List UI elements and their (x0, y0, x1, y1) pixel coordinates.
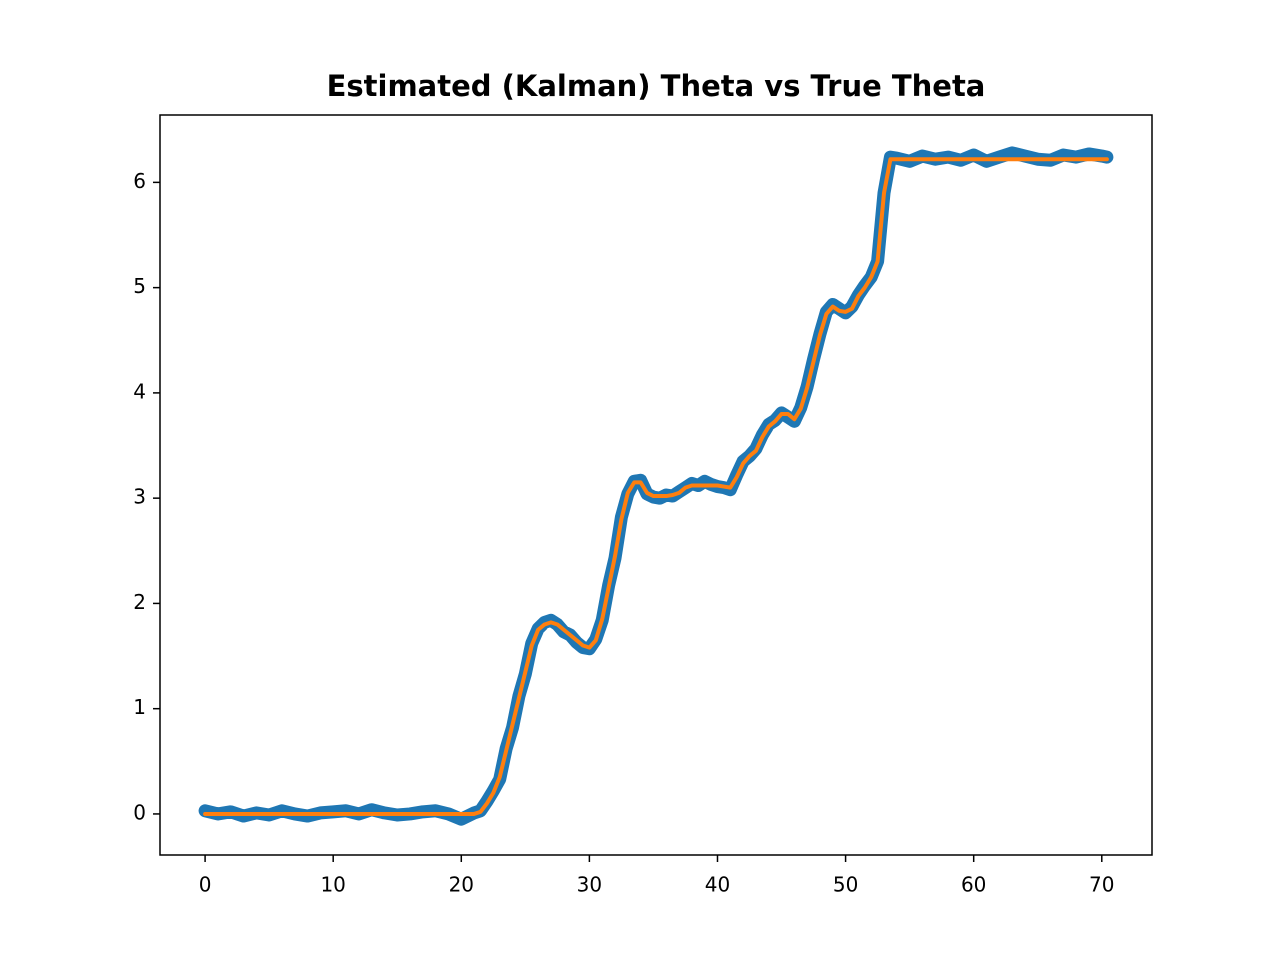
x-tick-label: 60 (961, 873, 986, 897)
line-series (203, 157, 1109, 816)
x-tick-label: 50 (833, 873, 858, 897)
y-tick-label: 4 (133, 379, 146, 403)
x-tick-label: 40 (705, 873, 730, 897)
x-tick-label: 70 (1089, 873, 1114, 897)
y-tick-label: 0 (133, 800, 146, 824)
x-tick-label: 10 (320, 873, 345, 897)
y-tick-label: 5 (133, 274, 146, 298)
y-tick-label: 3 (133, 485, 146, 509)
x-tick-label: 30 (577, 873, 602, 897)
plot-frame (159, 114, 1153, 856)
y-tick-label: 2 (133, 590, 146, 614)
x-tick-label: 20 (449, 873, 474, 897)
chart-title: Estimated (Kalman) Theta vs True Theta (327, 69, 986, 103)
y-tick-label: 1 (133, 695, 146, 719)
line-series (198, 146, 1114, 826)
y-tick-label: 6 (133, 169, 146, 193)
x-tick-label: 0 (199, 873, 212, 897)
